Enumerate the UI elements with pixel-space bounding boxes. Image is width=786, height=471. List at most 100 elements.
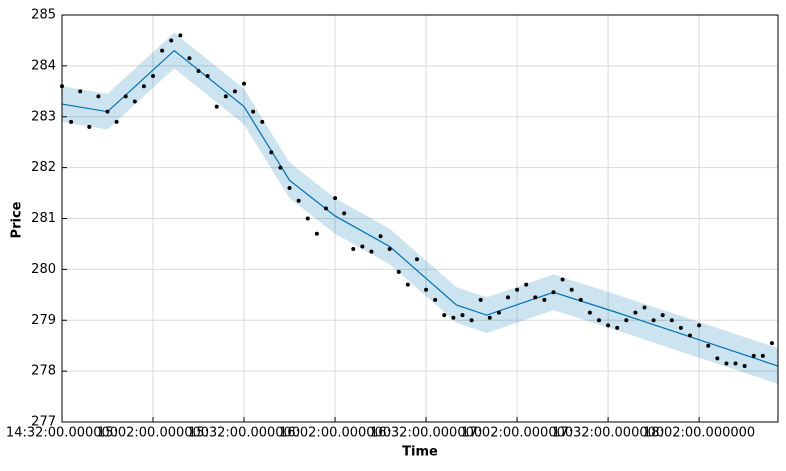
data-point: [351, 247, 356, 252]
data-point: [651, 318, 656, 323]
data-point: [333, 196, 338, 201]
data-point: [151, 74, 156, 79]
data-point: [505, 295, 510, 300]
data-point: [424, 287, 429, 292]
data-point: [387, 247, 392, 252]
data-point: [360, 244, 365, 249]
data-point: [515, 287, 520, 292]
data-point: [606, 323, 611, 328]
data-point: [706, 343, 711, 348]
trend-line: [61, 49, 779, 367]
data-point: [697, 323, 702, 328]
data-point: [141, 84, 146, 89]
data-point: [460, 313, 465, 318]
data-point: [69, 119, 74, 124]
data-point: [287, 185, 292, 190]
y-tick-label: 281: [31, 211, 56, 226]
data-point: [496, 310, 501, 315]
data-point: [669, 318, 674, 323]
data-point: [414, 257, 419, 262]
data-point: [715, 356, 720, 361]
plot-frame: [61, 14, 779, 423]
data-point: [369, 249, 374, 254]
y-tick-label: 277: [31, 415, 56, 430]
data-point: [733, 361, 738, 366]
data-point: [688, 333, 693, 338]
data-point: [642, 305, 647, 310]
data-point: [242, 81, 247, 86]
data-point: [160, 48, 165, 53]
data-point: [760, 353, 765, 358]
x-tick-label: 15:32:00.000000: [188, 426, 300, 441]
data-point: [105, 109, 110, 114]
data-point: [96, 94, 101, 99]
data-point: [433, 297, 438, 302]
data-point: [587, 310, 592, 315]
y-tick-label: 279: [31, 313, 56, 328]
data-point: [396, 269, 401, 274]
data-point: [633, 310, 638, 315]
data-point: [578, 297, 583, 302]
x-tick-label: 15:02:00.000000: [97, 426, 209, 441]
data-point: [123, 94, 128, 99]
data-point: [269, 150, 274, 155]
x-tick-label: 17:32:00.000000: [552, 426, 664, 441]
y-tick-label: 278: [31, 364, 56, 379]
data-point: [278, 165, 283, 170]
data-point: [524, 282, 529, 287]
data-point: [469, 318, 474, 323]
data-point: [232, 89, 237, 94]
x-tick-label: 14:32:00.000000: [6, 426, 118, 441]
data-point: [451, 315, 456, 320]
y-tick-label: 280: [31, 262, 56, 277]
data-point: [87, 124, 92, 129]
y-tick-label: 282: [31, 160, 56, 175]
data-point: [132, 99, 137, 104]
data-point: [533, 295, 538, 300]
data-point: [342, 211, 347, 216]
data-point: [223, 94, 228, 99]
y-tick-label: 283: [31, 109, 56, 124]
data-point: [205, 74, 210, 79]
data-point: [78, 89, 83, 94]
data-point: [769, 341, 774, 346]
data-point: [314, 231, 319, 236]
data-point: [405, 282, 410, 287]
data-point: [678, 325, 683, 330]
uncertainty-band: [62, 32, 778, 384]
x-tick-label: 16:32:00.000000: [370, 426, 482, 441]
data-point: [569, 287, 574, 292]
data-point: [187, 56, 192, 61]
data-point: [442, 313, 447, 318]
data-point: [487, 315, 492, 320]
data-point: [323, 206, 328, 211]
data-point: [251, 109, 256, 114]
data-point: [378, 234, 383, 239]
x-tick-label: 17:02:00.000000: [461, 426, 573, 441]
y-axis-label: Price: [10, 201, 25, 238]
data-point: [551, 290, 556, 295]
data-point: [296, 198, 301, 203]
y-tick-label: 285: [31, 8, 56, 23]
x-tick-label: 18:02:00.000000: [643, 426, 755, 441]
data-point: [560, 277, 565, 282]
data-point: [724, 361, 729, 366]
data-point: [260, 119, 265, 124]
data-point: [624, 318, 629, 323]
data-point: [615, 325, 620, 330]
data-point: [660, 313, 665, 318]
x-axis-label: Time: [402, 445, 438, 460]
data-point: [169, 38, 174, 43]
data-point: [196, 68, 201, 73]
data-point: [114, 119, 119, 124]
data-point: [742, 364, 747, 369]
data-point: [597, 318, 601, 323]
data-point: [305, 216, 310, 221]
data-point: [542, 297, 547, 302]
data-point: [214, 104, 219, 109]
data-point: [751, 353, 756, 358]
y-tick-label: 284: [31, 58, 56, 73]
x-tick-label: 16:02:00.000000: [279, 426, 391, 441]
